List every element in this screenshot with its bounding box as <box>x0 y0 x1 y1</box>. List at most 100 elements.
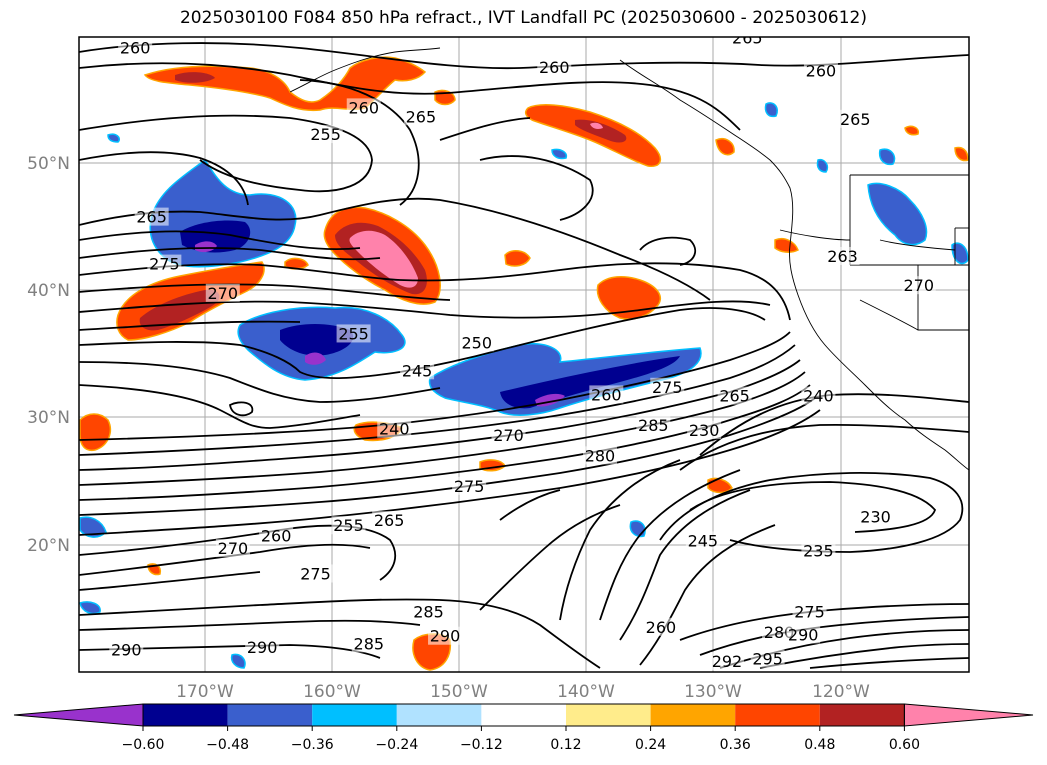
patch-pos-2-core <box>349 230 418 288</box>
contour-label: 230 <box>860 507 891 526</box>
contour-label: 240 <box>803 387 834 406</box>
contour-label-bg <box>636 415 671 434</box>
colorbar-tick-label: 0.48 <box>804 737 835 753</box>
contour-label-bg <box>717 386 752 405</box>
patch-pos-4 <box>524 104 662 168</box>
contour-label: 255 <box>338 324 369 343</box>
contour-label-bg <box>215 539 250 558</box>
contour-label-bg <box>428 626 463 645</box>
contour-label-bg <box>685 531 720 550</box>
contour-label-bg <box>801 541 836 560</box>
lat-tick-label: 20°N <box>27 536 70 556</box>
patch-neg-small-2 <box>878 148 896 166</box>
contour-label: 265 <box>732 29 763 48</box>
colorbar-segment <box>735 704 820 726</box>
contour-label-bg <box>109 640 144 659</box>
contour-label: 230 <box>689 421 720 440</box>
contour-label: 260 <box>539 58 570 77</box>
colorbar-tick-label: −0.48 <box>206 737 249 753</box>
map-title: 2025030100 F084 850 hPa refract., IVT La… <box>179 8 867 28</box>
contour-label-bg <box>709 652 744 671</box>
lat-tick-label: 30°N <box>27 408 70 428</box>
lat-tick-label: 50°N <box>27 154 70 174</box>
patch-neg-3-core <box>500 356 680 409</box>
contour-label-bg <box>351 634 386 653</box>
colorbar-frame <box>142 703 905 727</box>
contour-label: 290 <box>430 627 461 646</box>
patch-pos-1 <box>143 56 427 112</box>
contour-label: 245 <box>688 531 719 550</box>
contour-label: 260 <box>348 98 379 117</box>
colorbar-tick-label: 0.60 <box>889 737 920 753</box>
patch-pos-4-peak <box>590 122 603 129</box>
patch-neg-4 <box>867 182 928 246</box>
colorbar-tick-label: 0.24 <box>635 737 666 753</box>
patch-pos-18 <box>904 125 920 136</box>
contour-label-bg <box>205 283 240 302</box>
contour-label-bg <box>134 207 169 226</box>
contour-label: 275 <box>300 564 331 583</box>
patch-pos-5 <box>596 275 661 320</box>
contour-label-bg <box>411 602 446 621</box>
contour-labels: 260 260 265 260 265 260 265 255 265 275 270 255 250 2… <box>109 29 936 671</box>
contour-label-bg <box>643 617 678 636</box>
contour-label: 285 <box>638 416 669 435</box>
map-frame <box>78 36 970 673</box>
contour-label: 275 <box>794 603 825 622</box>
contour-label-bg <box>372 511 407 530</box>
colorbar-extend-min <box>13 703 144 727</box>
contour-label: 265 <box>374 511 405 530</box>
colorbar-tick-label: −0.24 <box>375 737 418 753</box>
contour-label: 260 <box>806 62 837 81</box>
contour-label: 275 <box>149 255 180 274</box>
contour-label: 275 <box>454 477 485 496</box>
contour-label: 290 <box>111 641 142 660</box>
contour-label: 245 <box>402 361 433 380</box>
contour-label-bg <box>245 638 280 657</box>
contour-label-bg <box>308 125 343 144</box>
coastlines <box>289 47 969 471</box>
map-field: 260 260 265 260 265 260 265 255 265 275 270 255 250 2… <box>79 29 969 672</box>
patch-neg-small-3 <box>764 102 778 118</box>
lon-tick-label: 170°W <box>176 682 234 702</box>
colorbar-extend-max <box>903 703 1034 727</box>
patch-neg-small-1 <box>551 148 568 160</box>
colorbar-segment <box>227 704 313 726</box>
patch-neg-2-core <box>280 324 354 356</box>
contour-label: 263 <box>827 247 858 266</box>
patch-pos-1-core <box>175 72 215 83</box>
colorbar-segment <box>312 704 397 726</box>
contour-label: 290 <box>788 625 819 644</box>
contour-label: 260 <box>120 39 151 58</box>
patch-neg-5 <box>951 242 969 265</box>
contour-label: 235 <box>803 542 834 561</box>
contour-label-bg <box>589 385 624 404</box>
lon-tick-label: 130°W <box>684 682 742 702</box>
contour-label: 295 <box>752 650 783 669</box>
contour-label: 285 <box>413 603 444 622</box>
patch-neg-small-7 <box>79 601 101 615</box>
contour-label-bg <box>582 446 617 465</box>
contour-label: 270 <box>208 284 239 303</box>
contour-label: 255 <box>333 516 364 535</box>
contour-label-bg <box>537 57 572 76</box>
contour-label: 265 <box>719 387 750 406</box>
contour-label-bg <box>786 625 821 644</box>
lat-tick-label: 40°N <box>27 281 70 301</box>
contour-label: 270 <box>493 426 524 445</box>
contour-label: 250 <box>462 333 493 352</box>
patch-pos-13 <box>707 477 733 494</box>
contour-label-bg <box>792 602 827 621</box>
patch-neg-small-6 <box>79 516 107 538</box>
contour-label: 270 <box>218 539 249 558</box>
colorbar-segment <box>481 704 566 726</box>
colorbar-tick-label: −0.36 <box>291 737 334 753</box>
patch-neg-small-4 <box>816 158 829 173</box>
contour-label-bg <box>118 38 153 57</box>
colorbar-tick-label: 0.36 <box>720 737 751 753</box>
colorbar: −0.60 −0.48 −0.36 −0.24 −0.12 0.12 0.24 0.36 0.4… <box>13 703 1034 753</box>
contour-label: 270 <box>903 276 934 295</box>
lon-tick-label: 120°W <box>812 682 870 702</box>
patch-pos-9 <box>504 250 531 267</box>
